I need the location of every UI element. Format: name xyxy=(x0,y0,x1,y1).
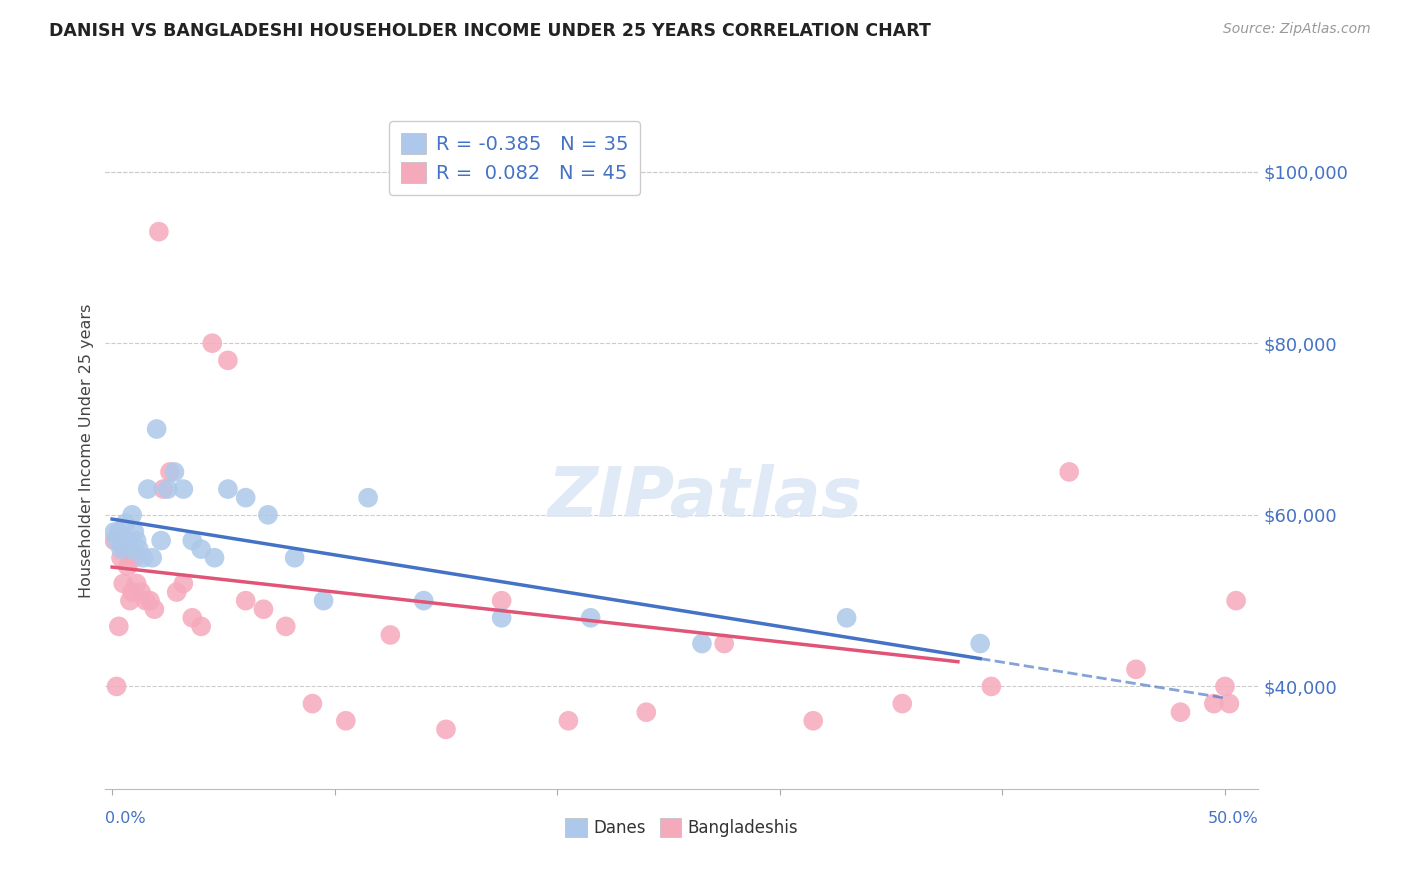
Point xyxy=(380,628,402,642)
Point xyxy=(235,593,257,607)
Point xyxy=(801,714,824,728)
Point xyxy=(181,533,204,548)
Point xyxy=(110,542,132,557)
Point xyxy=(117,559,139,574)
Point xyxy=(1225,593,1247,607)
Point xyxy=(112,576,135,591)
Point xyxy=(491,611,513,625)
Point xyxy=(139,593,162,607)
Point xyxy=(636,705,658,719)
Point xyxy=(125,576,148,591)
Point xyxy=(181,611,204,625)
Point xyxy=(217,353,239,368)
Point xyxy=(134,593,156,607)
Point xyxy=(145,422,167,436)
Point xyxy=(557,714,579,728)
Point xyxy=(1057,465,1080,479)
Point xyxy=(124,524,146,539)
Point xyxy=(257,508,280,522)
Point xyxy=(159,465,181,479)
Point xyxy=(412,593,434,607)
Point xyxy=(103,524,125,539)
Point xyxy=(103,533,125,548)
Point xyxy=(1170,705,1192,719)
Point xyxy=(121,508,143,522)
Point xyxy=(105,533,128,548)
Point xyxy=(252,602,274,616)
Point xyxy=(579,611,602,625)
Point xyxy=(1218,697,1240,711)
Point xyxy=(201,336,224,351)
Point xyxy=(105,680,128,694)
Point xyxy=(235,491,257,505)
Point xyxy=(1125,662,1147,676)
Text: 0.0%: 0.0% xyxy=(105,811,146,826)
Point xyxy=(114,542,136,557)
Point xyxy=(117,533,139,548)
Point xyxy=(1202,697,1225,711)
Point xyxy=(150,533,173,548)
Point xyxy=(112,533,135,548)
Point xyxy=(190,542,212,557)
Point xyxy=(891,697,914,711)
Point xyxy=(690,636,713,650)
Point xyxy=(118,542,141,557)
Text: DANISH VS BANGLADESHI HOUSEHOLDER INCOME UNDER 25 YEARS CORRELATION CHART: DANISH VS BANGLADESHI HOUSEHOLDER INCOME… xyxy=(49,22,931,40)
Point xyxy=(274,619,297,633)
Point xyxy=(190,619,212,633)
Text: Source: ZipAtlas.com: Source: ZipAtlas.com xyxy=(1223,22,1371,37)
Point xyxy=(129,585,152,599)
Point xyxy=(217,482,239,496)
Point xyxy=(107,524,129,539)
Point xyxy=(156,482,179,496)
Point xyxy=(110,550,132,565)
Point xyxy=(357,491,380,505)
Point xyxy=(132,550,155,565)
Point xyxy=(136,482,159,496)
Point xyxy=(143,602,166,616)
Y-axis label: Householder Income Under 25 years: Householder Income Under 25 years xyxy=(79,303,94,598)
Point xyxy=(172,576,194,591)
Point xyxy=(335,714,357,728)
Point xyxy=(114,516,136,531)
Point xyxy=(125,533,148,548)
Point xyxy=(121,585,143,599)
Point xyxy=(1213,680,1236,694)
Text: 50.0%: 50.0% xyxy=(1208,811,1258,826)
Point xyxy=(312,593,335,607)
Point xyxy=(434,723,457,737)
Point xyxy=(969,636,991,650)
Point xyxy=(491,593,513,607)
Point xyxy=(128,542,150,557)
Point xyxy=(166,585,188,599)
Point xyxy=(204,550,226,565)
Point xyxy=(301,697,323,711)
Point xyxy=(141,550,163,565)
Text: ZIPatlas: ZIPatlas xyxy=(547,465,862,532)
Point xyxy=(172,482,194,496)
Point xyxy=(124,550,146,565)
Point xyxy=(163,465,186,479)
Point xyxy=(713,636,735,650)
Point xyxy=(118,593,141,607)
Point xyxy=(835,611,858,625)
Point xyxy=(284,550,307,565)
Point xyxy=(148,225,170,239)
Point xyxy=(107,619,129,633)
Point xyxy=(152,482,174,496)
Legend: Danes, Bangladeshis: Danes, Bangladeshis xyxy=(557,810,807,846)
Point xyxy=(980,680,1002,694)
